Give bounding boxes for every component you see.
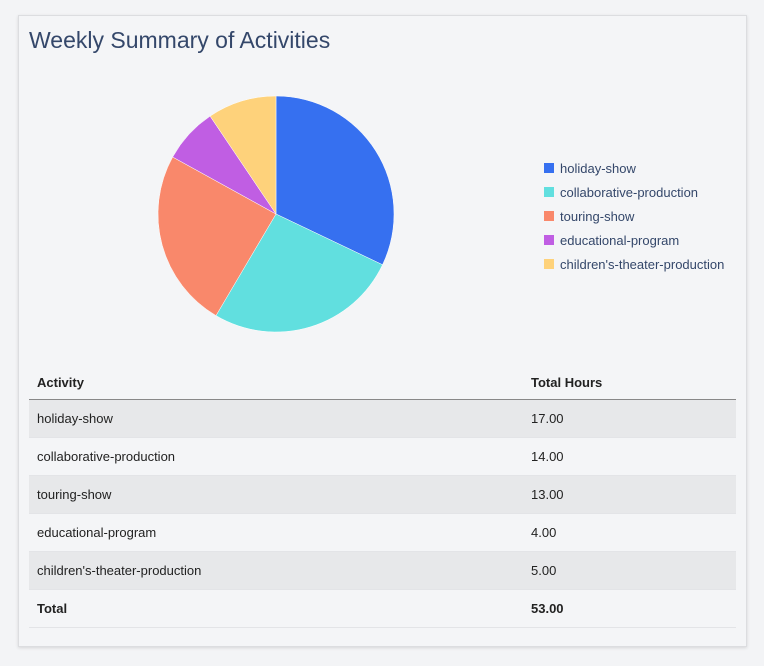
table-row: touring-show 13.00	[29, 475, 736, 514]
table-row: children's-theater-production 5.00	[29, 551, 736, 590]
hours-cell: 5.00	[523, 551, 736, 590]
legend-swatch	[544, 187, 554, 197]
hours-cell: 13.00	[523, 475, 736, 514]
legend-label: touring-show	[560, 208, 635, 224]
total-hours-value: 53.00	[523, 589, 736, 628]
activity-table: Activity Total Hours holiday-show 17.00 co…	[29, 365, 736, 628]
table-row: collaborative-production 14.00	[29, 437, 736, 476]
hours-cell: 14.00	[523, 437, 736, 476]
legend-item[interactable]: educational-program	[544, 228, 724, 252]
legend-item[interactable]: touring-show	[544, 204, 724, 228]
legend-swatch	[544, 163, 554, 173]
header-activity: Activity	[29, 365, 523, 400]
hours-cell: 4.00	[523, 513, 736, 552]
page-title: Weekly Summary of Activities	[29, 27, 331, 53]
summary-card: Weekly Summary of Activities holiday-sho…	[18, 15, 747, 647]
activity-cell: holiday-show	[29, 399, 523, 438]
pie-slice-children's-theater-production[interactable]	[209, 95, 277, 215]
activity-cell: collaborative-production	[29, 437, 523, 476]
pie-chart	[157, 95, 395, 333]
legend-item[interactable]: holiday-show	[544, 156, 724, 180]
pie-slice-collaborative-production[interactable]	[215, 213, 383, 333]
legend-label: educational-program	[560, 232, 680, 248]
activity-cell: touring-show	[29, 475, 523, 514]
table-row: educational-program 4.00	[29, 513, 736, 552]
table-row: holiday-show 17.00	[29, 399, 736, 438]
legend-label: collaborative-production	[560, 184, 699, 200]
legend-swatch	[544, 211, 554, 221]
hours-cell: 17.00	[523, 399, 736, 438]
legend-item[interactable]: collaborative-production	[544, 180, 724, 204]
activity-cell: children's-theater-production	[29, 551, 523, 590]
legend-swatch	[544, 259, 554, 269]
pie-slice-holiday-show[interactable]	[275, 95, 395, 266]
legend-item[interactable]: children's-theater-production	[544, 252, 724, 276]
legend-label: children's-theater-production	[560, 256, 725, 272]
legend-swatch	[544, 235, 554, 245]
activity-cell: educational-program	[29, 513, 523, 552]
pie-slice-touring-show[interactable]	[157, 156, 277, 316]
chart-legend: holiday-show collaborative-production tour…	[544, 156, 724, 276]
legend-label: holiday-show	[560, 160, 636, 176]
total-row: Total 53.00	[29, 589, 736, 628]
header-total-hours: Total Hours	[523, 365, 736, 400]
total-label: Total	[29, 589, 523, 628]
